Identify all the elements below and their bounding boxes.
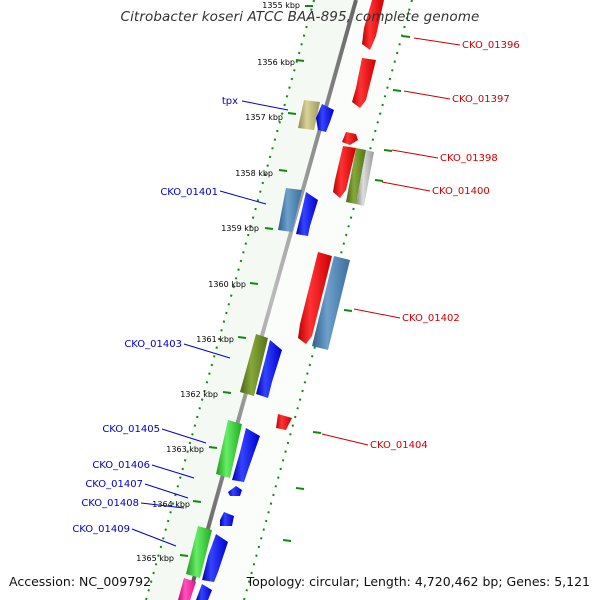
gene-cko-01409-green[interactable] [186,526,212,578]
gene-red-small-2[interactable] [333,146,356,198]
kbp-label-1361: 1361 kbp [196,335,234,344]
kbp-tick-1363: 1363 kbp [166,445,218,454]
kbp-tick-1355: 1355 kbp [262,1,313,10]
kbp-tick-1362: 1362 kbp [180,390,232,399]
gene-cko-01401-steel[interactable] [278,188,302,232]
gene-label-cko-01403[interactable]: CKO_01403 [124,339,182,350]
gene-blue-bottom[interactable] [196,584,212,600]
kbp-label-1355: 1355 kbp [262,1,300,10]
gene-label-cko-01397[interactable]: CKO_01397 [452,94,510,105]
gene-cko-01400-arrow[interactable] [346,148,366,204]
gene-label-cko-01409[interactable]: CKO_01409 [72,524,130,535]
accession-text: Accession: NC_009792 [9,574,152,589]
genome-backbone [186,0,358,600]
kbp-tick-1359: 1359 kbp [221,224,274,233]
gene-label-cko-01404[interactable]: CKO_01404 [370,440,428,451]
gene-cko-01397-arrow[interactable] [352,58,376,108]
kbp-tick-1365: 1365 kbp [136,554,189,563]
gene-label-tpx[interactable]: tpx [222,96,238,107]
gene-label-cko-01402[interactable]: CKO_01402 [402,313,460,324]
kbp-tick-1360: 1360 kbp [208,280,259,289]
right-labels: CKO_01396 CKO_01397 CKO_01398 CKO_01400 … [370,40,520,451]
kbp-label-1363: 1363 kbp [166,445,204,454]
gene-cko-01403-arrow[interactable] [256,340,282,398]
kbp-label-1360: 1360 kbp [208,280,246,289]
gene-tpx-khaki[interactable] [298,100,320,130]
left-label-leaders [131,100,289,547]
gene-label-cko-01398[interactable]: CKO_01398 [440,153,498,164]
gene-pink[interactable] [178,578,196,600]
kbp-label-1358: 1358 kbp [235,169,273,178]
kbp-label-1357: 1357 kbp [245,113,283,122]
forward-track-band [146,0,356,600]
kbp-tick-1356: 1356 kbp [257,58,305,67]
right-label-leaders [321,37,461,446]
kbp-label-1364: 1364 kbp [152,500,190,509]
gene-label-cko-01396[interactable]: CKO_01396 [462,40,520,51]
kbp-label-1359: 1359 kbp [221,224,259,233]
topology-text: Topology: circular; Length: 4,720,462 bp… [246,574,590,589]
gene-label-cko-01406[interactable]: CKO_01406 [92,460,150,471]
left-labels: tpx CKO_01401 CKO_01403 CKO_01405 CKO_01… [72,96,238,535]
gene-cko-01396-arrow[interactable] [362,0,384,50]
gene-steel-pair[interactable] [312,256,350,350]
kbp-tick-1361: 1361 kbp [196,335,247,344]
gene-cko-01405-green[interactable] [216,420,242,478]
gene-cko-01405-arrow[interactable] [232,428,260,482]
kbp-label-1356: 1356 kbp [257,58,295,67]
kbp-label-1362: 1362 kbp [180,390,218,399]
gene-cko-01408-arrow[interactable] [220,512,234,526]
gene-cko-01398-arrow[interactable] [342,132,358,145]
gene-cko-01409-arrow[interactable] [202,534,228,582]
gene-cko-01404-arrow[interactable] [276,414,292,430]
kbp-axis: 1355 kbp 1356 kbp 1357 kbp 1358 kbp 1359… [136,1,313,563]
gene-gray-partner[interactable] [356,150,374,206]
gene-cko-01401-arrow[interactable] [296,192,318,236]
kbp-tick-1364: 1364 kbp [152,500,202,509]
gene-label-cko-01401[interactable]: CKO_01401 [160,187,218,198]
gene-cko-01403-olive[interactable] [240,334,268,396]
forward-strand-genes [178,100,334,600]
gene-label-cko-01405[interactable]: CKO_01405 [102,424,160,435]
gene-label-cko-01408[interactable]: CKO_01408 [81,498,139,509]
gene-tpx-arrow[interactable] [316,104,334,132]
reverse-strand-genes [276,0,384,430]
gene-label-cko-01400[interactable]: CKO_01400 [432,186,490,197]
gene-label-cko-01407[interactable]: CKO_01407 [85,479,143,490]
map-title: Citrobacter koseri ATCC BAA-895, complet… [120,9,480,25]
kbp-tick-1357: 1357 kbp [245,112,297,122]
kbp-label-1365: 1365 kbp [136,554,174,563]
kbp-tick-1358: 1358 kbp [235,169,288,178]
right-tick-marks [282,35,411,542]
gene-cko-01407-arrow[interactable] [228,486,242,496]
gene-cko-01402-arrow[interactable] [298,252,332,344]
